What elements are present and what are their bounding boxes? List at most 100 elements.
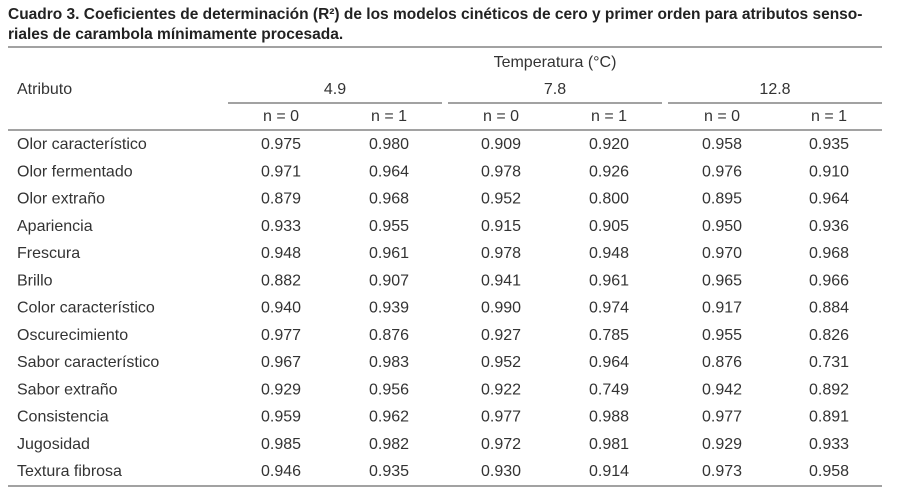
value-cell: 0.942 [702, 381, 742, 398]
value-cell: 0.952 [481, 354, 521, 371]
title-line: riales de carambola mínimamente procesad… [8, 26, 343, 43]
value-cell: 0.895 [702, 191, 742, 208]
attribute-cell: Oscurecimiento [17, 327, 128, 344]
attribute-cell: Color característico [17, 300, 155, 317]
row-label-header: Atributo [17, 81, 72, 98]
value-cell: 0.952 [481, 191, 521, 208]
value-cell: 0.926 [589, 163, 629, 180]
value-cell: 0.966 [809, 272, 849, 289]
attribute-cell: Consistencia [17, 409, 109, 426]
value-cell: 0.948 [589, 245, 629, 262]
value-cell: 0.973 [702, 463, 742, 480]
value-cell: 0.980 [369, 136, 409, 153]
attribute-cell: Jugosidad [17, 436, 90, 453]
value-cell: 0.948 [261, 245, 301, 262]
value-cell: 0.936 [809, 218, 849, 235]
title-line: Cuadro 3. Coeficientes de determinación … [8, 6, 862, 23]
order-header: n = 1 [811, 108, 847, 125]
value-cell: 0.884 [809, 300, 849, 317]
value-cell: 0.800 [589, 191, 629, 208]
value-cell: 0.930 [481, 463, 521, 480]
order-header: n = 0 [483, 108, 519, 125]
value-cell: 0.961 [589, 272, 629, 289]
attribute-cell: Olor fermentado [17, 163, 133, 180]
attribute-cell: Olor característico [17, 136, 147, 153]
value-cell: 0.929 [702, 436, 742, 453]
value-cell: 0.940 [261, 300, 301, 317]
order-header: n = 0 [704, 108, 740, 125]
value-cell: 0.749 [589, 381, 629, 398]
order-header: n = 1 [591, 108, 627, 125]
value-cell: 0.964 [369, 163, 409, 180]
value-cell: 0.907 [369, 272, 409, 289]
value-cell: 0.929 [261, 381, 301, 398]
value-cell: 0.935 [369, 463, 409, 480]
value-cell: 0.950 [702, 218, 742, 235]
value-cell: 0.959 [261, 409, 301, 426]
value-cell: 0.922 [481, 381, 521, 398]
value-cell: 0.909 [481, 136, 521, 153]
value-cell: 0.933 [809, 436, 849, 453]
value-cell: 0.985 [261, 436, 301, 453]
value-cell: 0.876 [702, 354, 742, 371]
value-cell: 0.955 [702, 327, 742, 344]
temperature-header: 4.9 [324, 81, 346, 98]
value-cell: 0.946 [261, 463, 301, 480]
value-cell: 0.971 [261, 163, 301, 180]
value-cell: 0.964 [589, 354, 629, 371]
value-cell: 0.970 [702, 245, 742, 262]
value-cell: 0.975 [261, 136, 301, 153]
value-cell: 0.826 [809, 327, 849, 344]
value-cell: 0.892 [809, 381, 849, 398]
value-cell: 0.876 [369, 327, 409, 344]
value-cell: 0.914 [589, 463, 629, 480]
value-cell: 0.955 [369, 218, 409, 235]
value-cell: 0.976 [702, 163, 742, 180]
value-cell: 0.977 [702, 409, 742, 426]
value-cell: 0.927 [481, 327, 521, 344]
order-header: n = 1 [371, 108, 407, 125]
temperature-header: 12.8 [759, 81, 790, 98]
value-cell: 0.905 [589, 218, 629, 235]
value-cell: 0.935 [809, 136, 849, 153]
value-cell: 0.977 [481, 409, 521, 426]
value-cell: 0.978 [481, 245, 521, 262]
attribute-cell: Textura fibrosa [17, 463, 122, 480]
attribute-cell: Olor extraño [17, 191, 105, 208]
value-cell: 0.968 [369, 191, 409, 208]
value-cell: 0.956 [369, 381, 409, 398]
attribute-cell: Sabor extraño [17, 381, 118, 398]
attribute-cell: Frescura [17, 245, 80, 262]
value-cell: 0.990 [481, 300, 521, 317]
value-cell: 0.882 [261, 272, 301, 289]
value-cell: 0.917 [702, 300, 742, 317]
value-cell: 0.964 [809, 191, 849, 208]
value-cell: 0.785 [589, 327, 629, 344]
value-cell: 0.891 [809, 409, 849, 426]
attribute-cell: Apariencia [17, 218, 93, 235]
attribute-cell: Brillo [17, 272, 53, 289]
value-cell: 0.972 [481, 436, 521, 453]
value-cell: 0.879 [261, 191, 301, 208]
value-cell: 0.933 [261, 218, 301, 235]
value-cell: 0.958 [809, 463, 849, 480]
value-cell: 0.961 [369, 245, 409, 262]
value-cell: 0.941 [481, 272, 521, 289]
attribute-cell: Sabor característico [17, 354, 159, 371]
value-cell: 0.978 [481, 163, 521, 180]
value-cell: 0.958 [702, 136, 742, 153]
value-cell: 0.982 [369, 436, 409, 453]
value-cell: 0.967 [261, 354, 301, 371]
value-cell: 0.965 [702, 272, 742, 289]
value-cell: 0.968 [809, 245, 849, 262]
value-cell: 0.981 [589, 436, 629, 453]
value-cell: 0.731 [809, 354, 849, 371]
value-cell: 0.988 [589, 409, 629, 426]
value-cell: 0.915 [481, 218, 521, 235]
group-label: Temperatura (°C) [494, 54, 617, 71]
temperature-header: 7.8 [544, 81, 566, 98]
value-cell: 0.920 [589, 136, 629, 153]
value-cell: 0.962 [369, 409, 409, 426]
value-cell: 0.939 [369, 300, 409, 317]
value-cell: 0.910 [809, 163, 849, 180]
